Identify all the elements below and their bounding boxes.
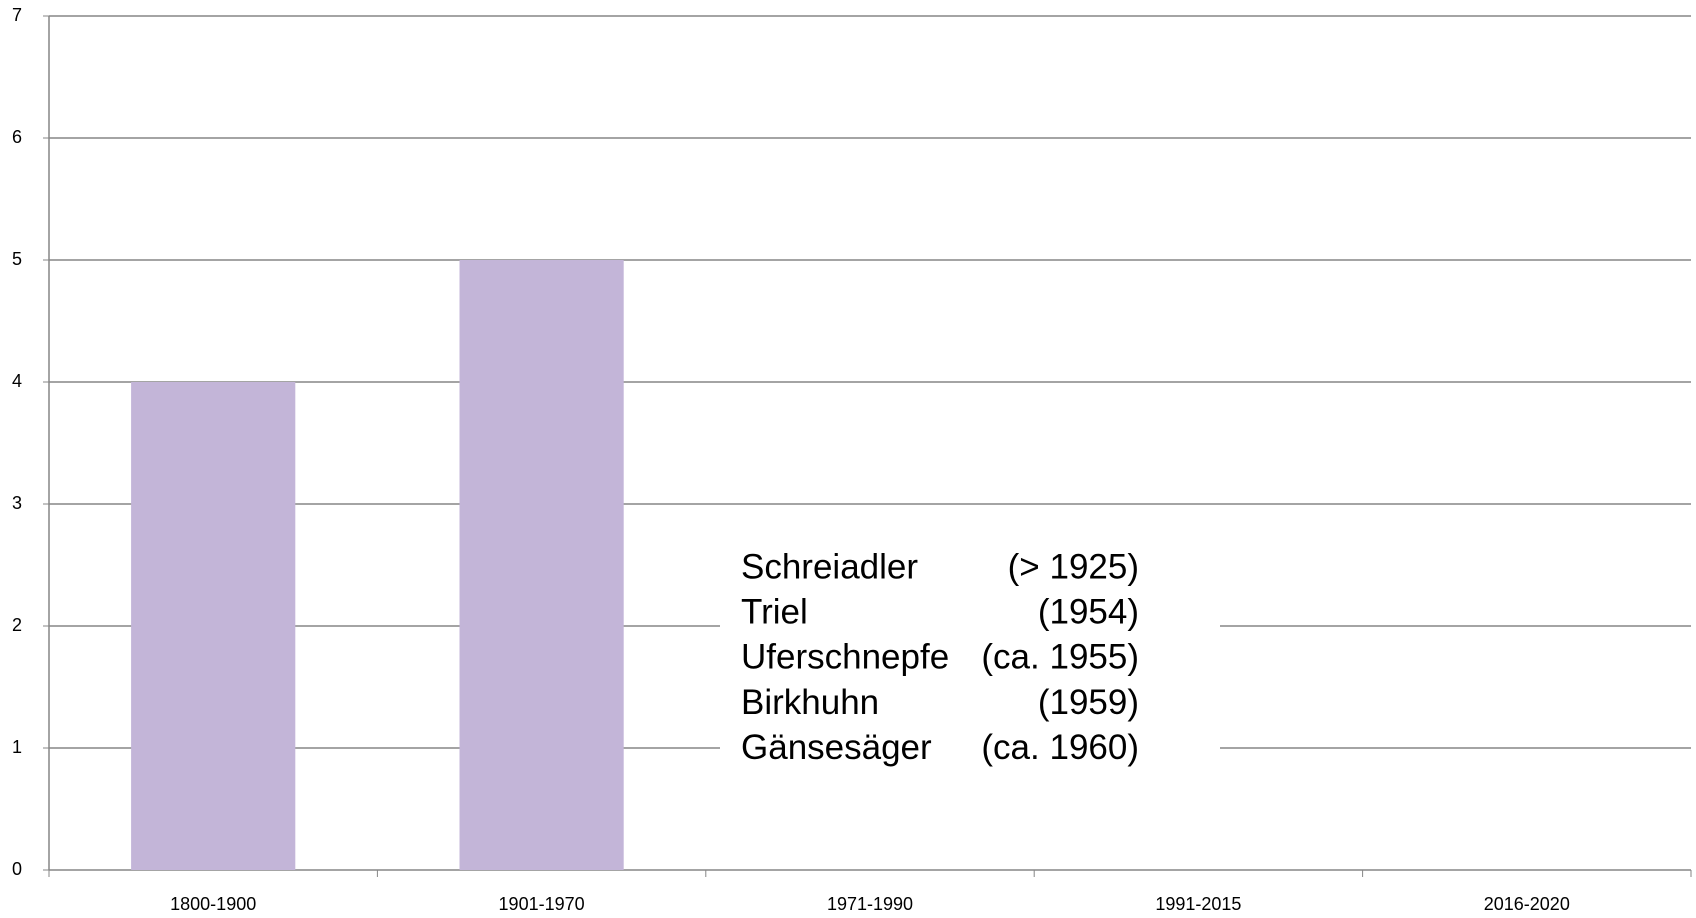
y-tick-label: 1	[12, 737, 22, 757]
annotation-date: (> 1925)	[1008, 547, 1139, 586]
y-tick-label: 7	[12, 5, 22, 25]
annotation-date: (1959)	[1038, 683, 1139, 722]
annotation-name: Schreiadler	[741, 547, 918, 586]
annotation-box	[720, 545, 1220, 773]
x-tick-label: 1901-1970	[499, 894, 585, 914]
annotation-name: Triel	[741, 592, 808, 631]
annotation-date: (ca. 1960)	[981, 728, 1139, 767]
y-tick-label: 5	[12, 249, 22, 269]
bar	[131, 382, 296, 870]
annotation-date: (ca. 1955)	[981, 638, 1139, 677]
y-tick-label: 2	[12, 615, 22, 635]
x-tick-label: 1971-1990	[827, 894, 913, 914]
annotation-date: (1954)	[1038, 592, 1139, 631]
annotation-name: Birkhuhn	[741, 683, 879, 722]
annotation-name: Gänsesäger	[741, 728, 932, 767]
x-tick-label: 2016-2020	[1484, 894, 1570, 914]
y-tick-label: 4	[12, 371, 22, 391]
y-tick-label: 6	[12, 127, 22, 147]
x-tick-label: 1800-1900	[170, 894, 256, 914]
x-tick-label: 1991-2015	[1155, 894, 1241, 914]
y-tick-label: 3	[12, 493, 22, 513]
y-tick-label: 0	[12, 859, 22, 879]
annotation-name: Uferschnepfe	[741, 638, 949, 677]
bar	[459, 260, 624, 870]
